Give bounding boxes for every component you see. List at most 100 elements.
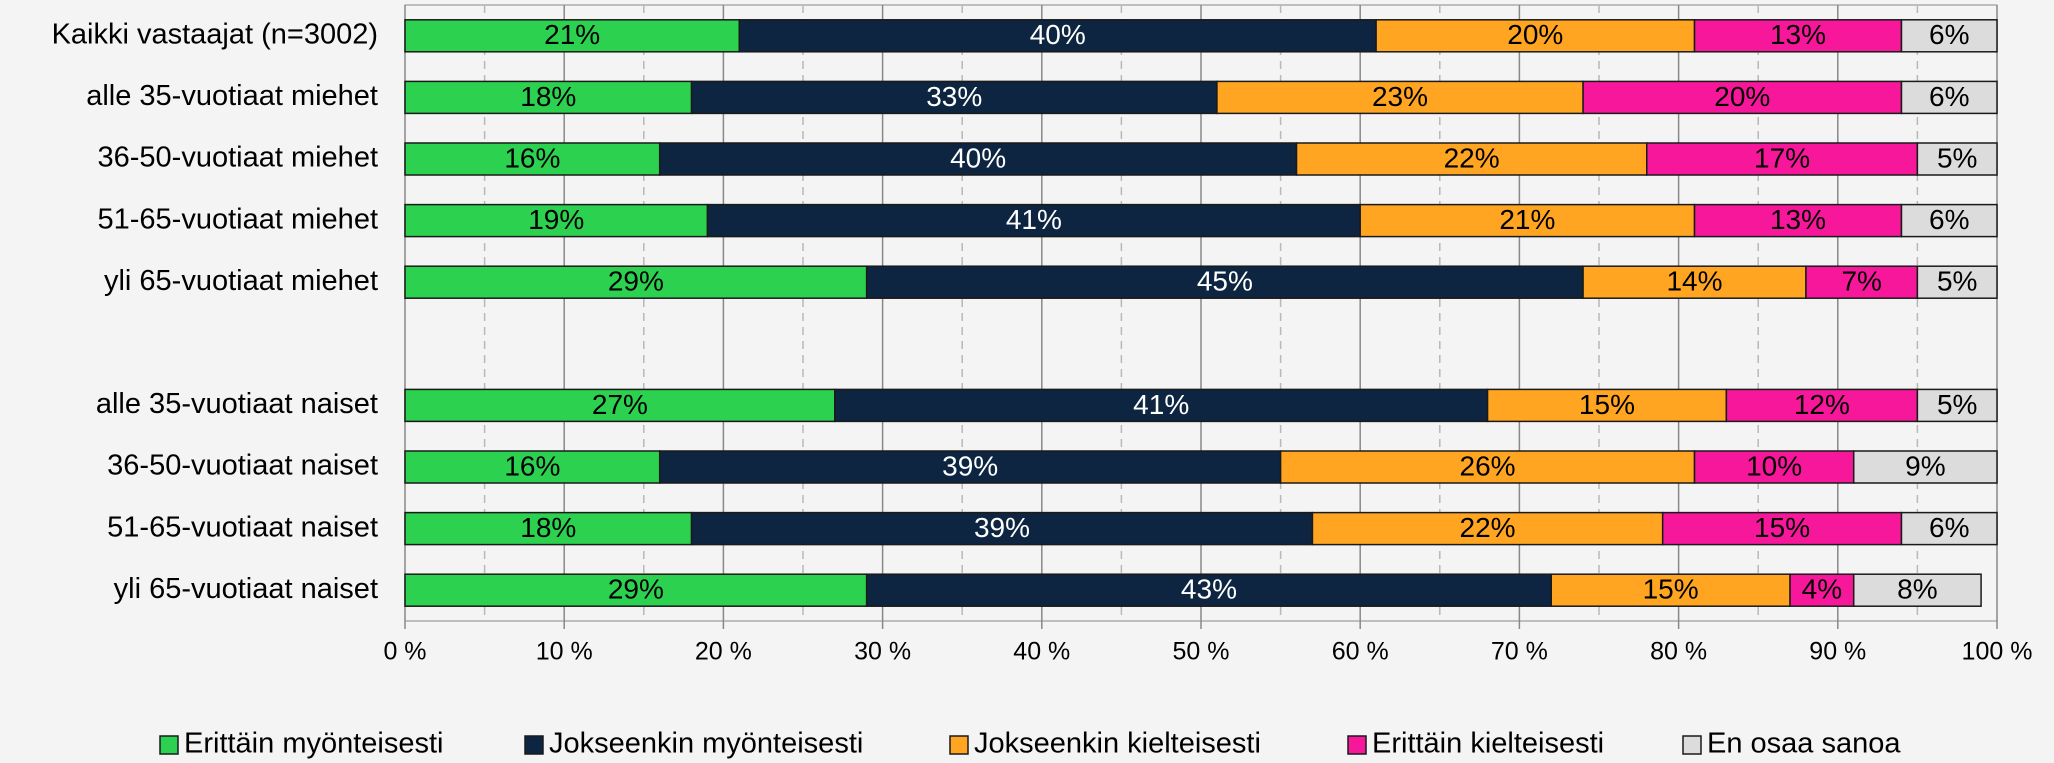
legend-label: Jokseenkin kielteisesti bbox=[974, 728, 1261, 760]
bar-segment bbox=[1295, 142, 1648, 176]
bar-segment bbox=[1693, 450, 1855, 484]
data-label: 39% bbox=[942, 450, 998, 481]
data-label: 8% bbox=[1897, 574, 1937, 605]
bar-segment bbox=[1852, 573, 1982, 607]
x-tick-label: 10 % bbox=[536, 638, 593, 666]
category-label: Kaikki vastaajat (n=3002) bbox=[52, 18, 378, 50]
bar-segment bbox=[404, 142, 661, 176]
data-label: 45% bbox=[1197, 266, 1253, 297]
data-label: 40% bbox=[950, 142, 1006, 173]
category-label: 36-50-vuotiaat miehet bbox=[98, 142, 379, 174]
bar-segment bbox=[1279, 450, 1696, 484]
x-tick-label: 70 % bbox=[1491, 638, 1548, 666]
bar-segment bbox=[834, 388, 1489, 423]
data-label: 41% bbox=[1133, 389, 1189, 420]
data-label: 9% bbox=[1905, 450, 1945, 481]
data-label: 33% bbox=[926, 81, 982, 112]
data-label: 6% bbox=[1929, 204, 1969, 235]
legend-label: Erittäin kielteisesti bbox=[1372, 728, 1604, 760]
legend-label: Erittäin myönteisesti bbox=[184, 728, 444, 760]
bar-segment bbox=[1900, 19, 1998, 53]
bar-segment bbox=[1661, 511, 1903, 546]
bar-segment bbox=[1550, 573, 1791, 607]
data-label: 6% bbox=[1929, 81, 1969, 112]
bar-segment bbox=[706, 203, 1361, 238]
x-tick-label: 80 % bbox=[1650, 638, 1707, 666]
x-tick-label: 90 % bbox=[1809, 638, 1866, 666]
data-label: 43% bbox=[1181, 574, 1237, 605]
x-tick-label: 0 % bbox=[383, 638, 426, 666]
bar-segment bbox=[1359, 203, 1696, 238]
bar-segment bbox=[1900, 80, 1998, 115]
data-label: 5% bbox=[1937, 266, 1977, 297]
bar-segment bbox=[690, 80, 1218, 115]
bar-segment bbox=[404, 573, 868, 607]
data-label: 29% bbox=[608, 266, 664, 297]
data-label: 5% bbox=[1937, 389, 1977, 420]
data-label: 15% bbox=[1579, 389, 1635, 420]
category-label: 51-65-vuotiaat miehet bbox=[98, 203, 379, 235]
data-label: 18% bbox=[520, 81, 576, 112]
bar-segment bbox=[1916, 265, 1998, 299]
bar-segment bbox=[1216, 80, 1584, 115]
bar-segment bbox=[690, 511, 1314, 546]
category-label: yli 65-vuotiaat miehet bbox=[104, 265, 378, 297]
data-label: 22% bbox=[1444, 142, 1500, 173]
bar-segment bbox=[1900, 203, 1998, 238]
data-label: 14% bbox=[1666, 266, 1722, 297]
data-label: 21% bbox=[544, 19, 600, 50]
bar-segment bbox=[1375, 19, 1696, 53]
data-label: 18% bbox=[520, 512, 576, 543]
legend-swatch bbox=[949, 735, 969, 755]
bar-segment bbox=[404, 511, 693, 546]
bar-segment bbox=[404, 450, 661, 484]
category-label: alle 35-vuotiaat naiset bbox=[96, 388, 378, 420]
data-label: 6% bbox=[1929, 19, 1969, 50]
bar-segment bbox=[865, 265, 1584, 299]
data-label: 10% bbox=[1746, 450, 1802, 481]
legend-label: En osaa sanoa bbox=[1707, 728, 1901, 760]
bar-segment bbox=[1725, 388, 1919, 423]
bar-segment bbox=[1916, 388, 1998, 423]
data-label: 13% bbox=[1770, 204, 1826, 235]
x-tick-label: 30 % bbox=[854, 638, 911, 666]
data-label: 39% bbox=[974, 512, 1030, 543]
bar-segment bbox=[1916, 142, 1998, 176]
data-label: 15% bbox=[1643, 574, 1699, 605]
data-label: 15% bbox=[1754, 512, 1810, 543]
bar-segment bbox=[404, 203, 709, 238]
bar-segment bbox=[1693, 203, 1903, 238]
data-label: 23% bbox=[1372, 81, 1428, 112]
data-label: 13% bbox=[1770, 19, 1826, 50]
data-label: 20% bbox=[1714, 81, 1770, 112]
x-tick-label: 60 % bbox=[1332, 638, 1389, 666]
data-label: 41% bbox=[1006, 204, 1062, 235]
data-label: 26% bbox=[1460, 450, 1516, 481]
category-label: 36-50-vuotiaat naiset bbox=[107, 450, 378, 482]
data-label: 16% bbox=[504, 142, 560, 173]
data-label: 6% bbox=[1929, 512, 1969, 543]
bar-segment bbox=[1789, 573, 1855, 607]
legend-swatch bbox=[1347, 735, 1367, 755]
data-label: 16% bbox=[504, 450, 560, 481]
data-label: 27% bbox=[592, 389, 648, 420]
x-tick-label: 40 % bbox=[1013, 638, 1070, 666]
x-tick-label: 20 % bbox=[695, 638, 752, 666]
data-label: 19% bbox=[528, 204, 584, 235]
category-label: yli 65-vuotiaat naiset bbox=[114, 573, 378, 605]
data-label: 12% bbox=[1794, 389, 1850, 420]
legend-swatch bbox=[1682, 735, 1702, 755]
legend-label: Jokseenkin myönteisesti bbox=[549, 728, 863, 760]
data-label: 21% bbox=[1499, 204, 1555, 235]
legend-swatch bbox=[159, 735, 179, 755]
data-label: 17% bbox=[1754, 142, 1810, 173]
x-tick-label: 100 % bbox=[1962, 638, 2033, 666]
data-label: 20% bbox=[1507, 19, 1563, 50]
data-label: 29% bbox=[608, 574, 664, 605]
x-tick-label: 50 % bbox=[1173, 638, 1230, 666]
data-label: 5% bbox=[1937, 142, 1977, 173]
bar-segment bbox=[1852, 450, 1998, 484]
category-label: alle 35-vuotiaat miehet bbox=[86, 80, 378, 112]
bar-segment bbox=[1646, 142, 1919, 176]
